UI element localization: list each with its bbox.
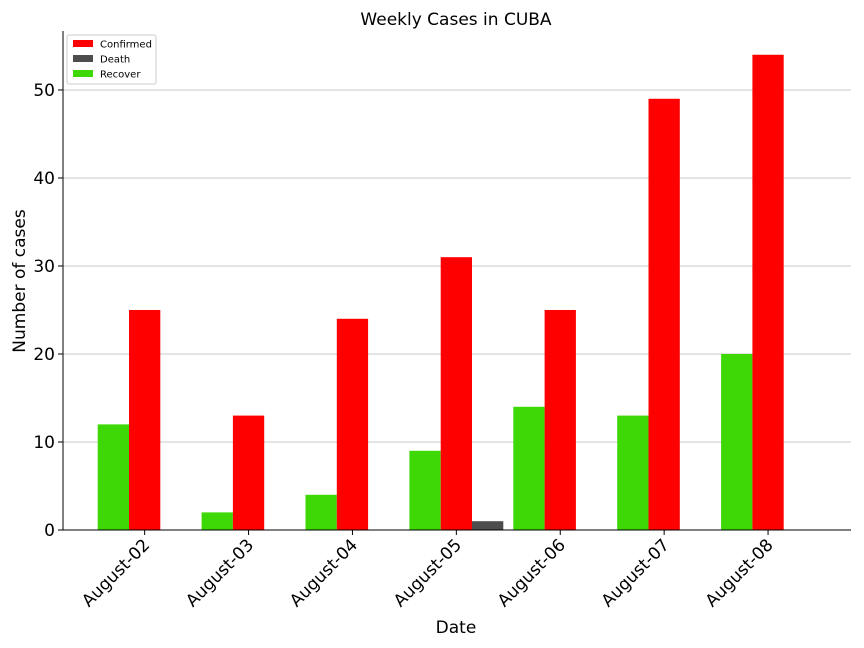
bar-recover xyxy=(201,512,233,530)
y-tick-label: 10 xyxy=(33,433,55,453)
legend-label-recover: Recover xyxy=(100,70,141,81)
x-axis-label: Date xyxy=(436,618,477,638)
bar-confirmed xyxy=(752,54,784,531)
bar-recover xyxy=(513,406,545,530)
x-tick-label: August-04 xyxy=(286,535,362,611)
bar-confirmed xyxy=(648,98,680,530)
legend-label-confirmed: Confirmed xyxy=(100,40,152,51)
y-tick-label: 40 xyxy=(33,169,55,189)
y-tick-label: 20 xyxy=(33,345,55,365)
legend-swatch-recover xyxy=(73,70,93,77)
bar-recover xyxy=(617,415,649,530)
bar-death xyxy=(472,521,504,530)
y-tick-label: 50 xyxy=(33,81,55,101)
x-tick-label: August-05 xyxy=(390,535,466,611)
x-tick-label: August-07 xyxy=(598,535,674,611)
bar-recover xyxy=(305,494,337,530)
x-ticks: August-02 August-03 August-04 August-05 Augu… xyxy=(78,530,778,611)
x-tick-label: August-06 xyxy=(494,535,570,611)
bar-recover xyxy=(721,353,753,530)
bar-recover xyxy=(97,424,129,530)
y-tick-label: 0 xyxy=(44,521,55,541)
legend: Confirmed Death Recover xyxy=(66,34,157,85)
x-tick-label: August-03 xyxy=(182,535,258,611)
bar-recover xyxy=(409,450,441,530)
bar-confirmed xyxy=(440,257,472,530)
y-axis-label: Number of cases xyxy=(10,209,30,353)
x-tick-label: August-02 xyxy=(78,535,154,611)
bar-confirmed xyxy=(336,318,369,530)
bar-confirmed xyxy=(129,309,161,530)
y-ticks: 0 10 20 30 40 50 xyxy=(33,81,63,541)
bar-confirmed xyxy=(232,415,265,530)
x-tick-label: August-08 xyxy=(702,535,778,611)
y-tick-label: 30 xyxy=(33,257,55,277)
bars xyxy=(97,54,784,531)
axes xyxy=(62,31,851,531)
legend-label-death: Death xyxy=(100,55,130,66)
legend-swatch-confirmed xyxy=(73,40,93,47)
chart-title: Weekly Cases in CUBA xyxy=(360,10,552,30)
bar-confirmed xyxy=(544,309,576,530)
legend-swatch-death xyxy=(73,55,93,62)
